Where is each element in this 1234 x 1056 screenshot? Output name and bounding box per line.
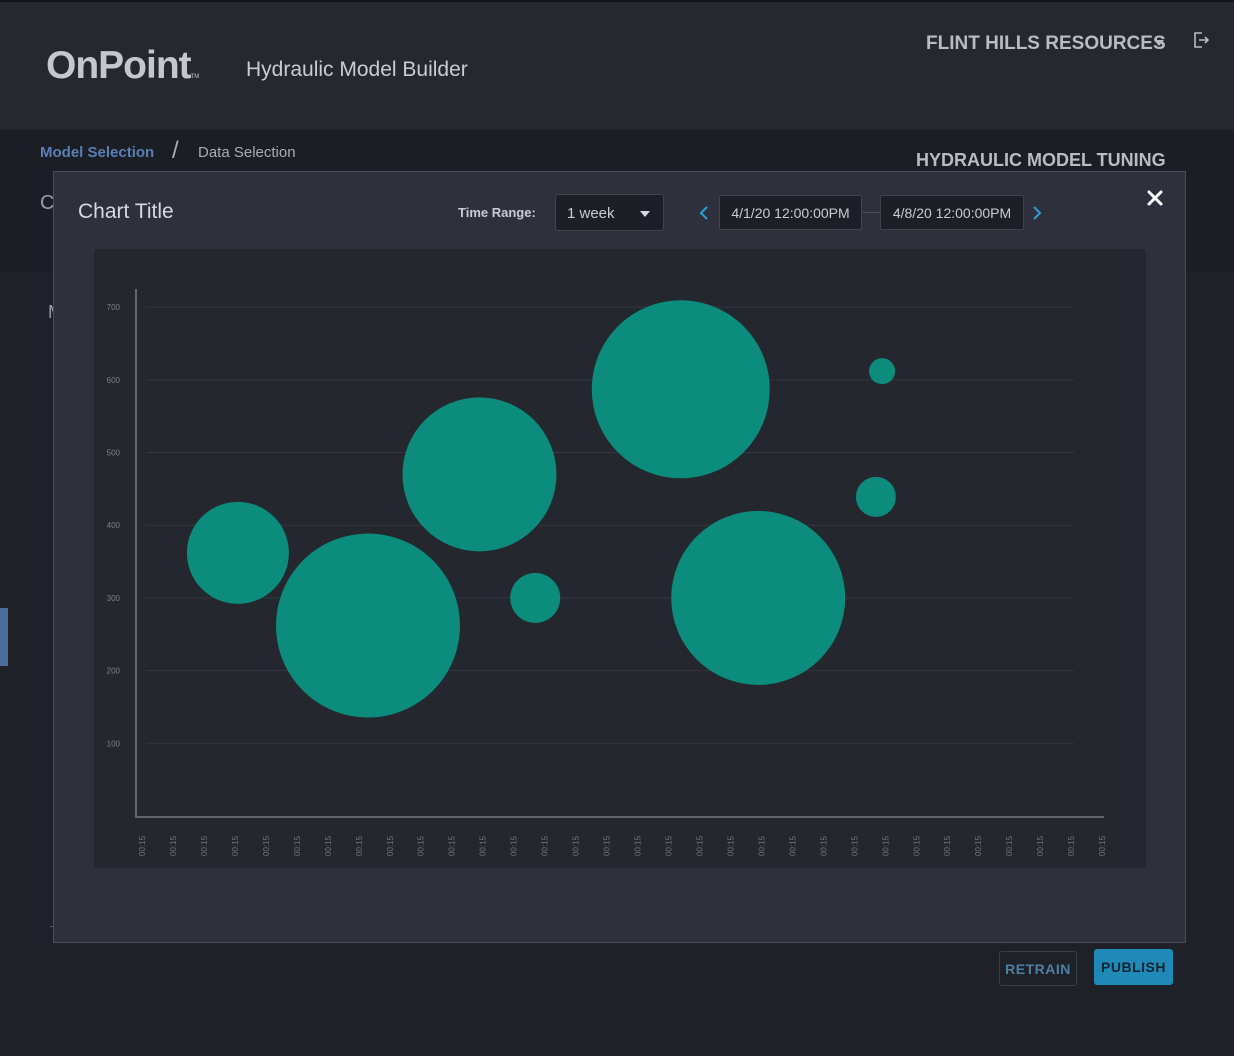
x-tick-label: 00:15 xyxy=(726,835,735,856)
chevron-left-icon[interactable] xyxy=(698,205,710,221)
close-icon[interactable] xyxy=(1146,189,1164,207)
x-tick-label: 00:15 xyxy=(417,835,426,856)
x-tick-label: 00:15 xyxy=(974,835,983,856)
x-tick-label: 00:15 xyxy=(695,835,704,856)
bubble-chart: 100 200 300 400 500 600 700 00:15 00:15 00:15 00:1… xyxy=(107,289,1107,856)
time-range-value: 1 week xyxy=(567,205,615,222)
y-tick-label: 300 xyxy=(107,594,121,603)
bubble xyxy=(671,510,846,685)
chevron-down-icon[interactable] xyxy=(1154,40,1164,46)
x-tick-label: 00:15 xyxy=(479,835,488,856)
x-tick-label: 00:15 xyxy=(603,835,612,856)
x-tick-label: 00:15 xyxy=(757,835,766,856)
x-tick-label: 00:15 xyxy=(1005,835,1014,856)
bubble xyxy=(402,397,557,552)
bubble xyxy=(186,501,289,604)
publish-button[interactable]: PUBLISH xyxy=(1094,949,1173,985)
section-title: HYDRAULIC MODEL TUNING xyxy=(916,150,1166,170)
x-tick-label: 00:15 xyxy=(943,835,952,856)
x-tick-label: 00:15 xyxy=(448,835,457,856)
x-tick-label: 00:15 xyxy=(293,835,302,856)
y-tick-label: 500 xyxy=(107,449,121,458)
y-tick-label: 400 xyxy=(107,521,121,530)
x-tick-label: 00:15 xyxy=(169,835,178,856)
x-tick-label: 00:15 xyxy=(1036,835,1045,856)
breadcrumb-model-selection[interactable]: Model Selection xyxy=(40,144,155,161)
x-tick-label: 00:15 xyxy=(572,835,581,856)
x-tick-label: 00:15 xyxy=(788,835,797,856)
caret-down-icon xyxy=(640,211,650,217)
x-tick-label: 00:15 xyxy=(541,835,550,856)
chevron-right-icon[interactable] xyxy=(1031,205,1043,221)
breadcrumb-separator: / xyxy=(172,137,179,164)
y-tick-label: 200 xyxy=(107,667,121,676)
date-range-dash xyxy=(862,212,880,213)
logout-icon[interactable] xyxy=(1192,31,1210,49)
x-tick-label: 00:15 xyxy=(510,835,519,856)
y-tick-label: 600 xyxy=(107,376,121,385)
time-range-label: Time Range: xyxy=(458,205,536,220)
modal-title: Chart Title xyxy=(78,200,174,223)
y-tick-label: 100 xyxy=(107,739,121,748)
bubble xyxy=(855,476,896,517)
x-tick-label: 00:15 xyxy=(324,835,333,856)
x-tick-label: 00:15 xyxy=(355,835,364,856)
retrain-button[interactable]: RETRAIN xyxy=(999,951,1077,986)
x-tick-label: 00:15 xyxy=(138,835,147,856)
x-tick-label: 00:15 xyxy=(200,835,209,856)
obscured-heading: C xyxy=(40,192,55,214)
x-tick-label: 00:15 xyxy=(386,835,395,856)
onpoint-logo[interactable]: OnPointTM xyxy=(46,44,200,87)
bubble xyxy=(510,572,561,623)
bubble xyxy=(869,358,896,385)
x-tick-label: 00:15 xyxy=(912,835,921,856)
x-tick-label: 00:15 xyxy=(262,835,271,856)
y-tick-label: 700 xyxy=(107,303,121,312)
x-tick-label: 00:15 xyxy=(1067,835,1076,856)
app-title: Hydraulic Model Builder xyxy=(246,58,468,81)
time-range-select[interactable]: 1 week xyxy=(555,194,664,231)
start-date-field[interactable]: 4/1/20 12:00:00PM xyxy=(719,195,862,230)
bubble xyxy=(591,300,770,479)
chart-modal: Chart Title Time Range: 1 week 4/1/20 12… xyxy=(53,171,1186,943)
company-menu[interactable]: FLINT HILLS RESOURCES xyxy=(926,33,1166,54)
x-tick-label: 00:15 xyxy=(664,835,673,856)
x-tick-label: 00:15 xyxy=(1098,835,1107,856)
breadcrumb-data-selection: Data Selection xyxy=(198,144,296,161)
chart-panel: 100 200 300 400 500 600 700 00:15 00:15 00:15 00:1… xyxy=(94,249,1146,868)
top-bar: OnPointTM Hydraulic Model Builder FLINT … xyxy=(0,0,1234,132)
x-tick-label: 00:15 xyxy=(634,835,643,856)
bubble xyxy=(275,533,460,718)
x-tick-label: 00:15 xyxy=(819,835,828,856)
side-tab[interactable] xyxy=(0,608,8,666)
x-tick-label: 00:15 xyxy=(850,835,859,856)
x-tick-label: 00:15 xyxy=(231,835,240,856)
x-tick-label: 00:15 xyxy=(881,835,890,856)
end-date-field[interactable]: 4/8/20 12:00:00PM xyxy=(880,195,1024,230)
